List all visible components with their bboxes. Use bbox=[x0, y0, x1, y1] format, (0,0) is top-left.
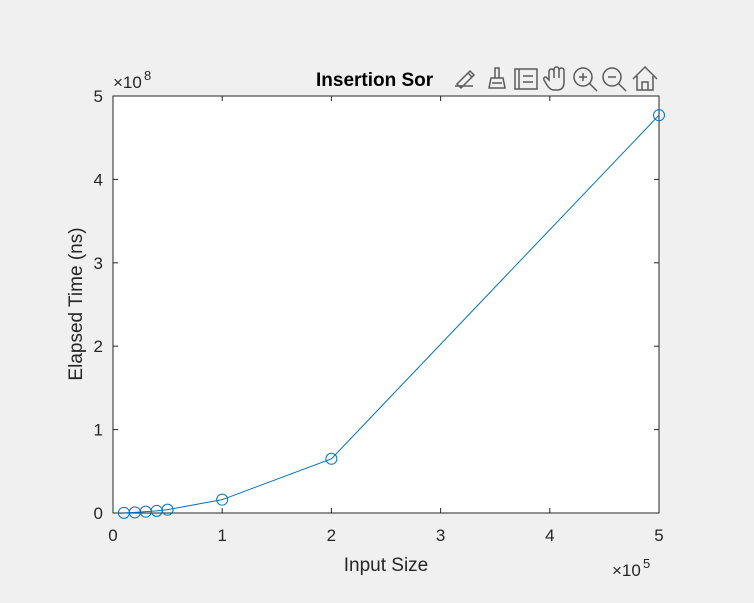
y-tick-label: 2 bbox=[94, 337, 103, 356]
x-tick-label: 5 bbox=[654, 526, 663, 545]
y-axis-label: Elapsed Time (ns) bbox=[66, 227, 87, 380]
y-tick-label: 5 bbox=[94, 87, 103, 106]
legend-icon[interactable] bbox=[512, 64, 540, 92]
x-tick-label: 1 bbox=[217, 526, 226, 545]
axes-background bbox=[113, 96, 659, 513]
y-tick-label: 3 bbox=[94, 254, 103, 273]
pan-icon[interactable] bbox=[542, 64, 570, 92]
y-tick-label: 0 bbox=[94, 504, 103, 523]
tick-labels: 0 1 2 3 4 5 0 1 2 3 4 5 bbox=[94, 87, 664, 545]
y-exponent-label: ×10 8 bbox=[113, 68, 151, 92]
home-icon[interactable] bbox=[631, 64, 659, 92]
axes-box bbox=[112, 95, 660, 514]
axes-toolbar bbox=[451, 64, 659, 92]
x-exponent-power: 5 bbox=[643, 556, 650, 571]
chart-title: Insertion Sor bbox=[316, 70, 434, 91]
data-point-marker bbox=[653, 109, 665, 122]
data-point-marker bbox=[216, 493, 229, 506]
y-exponent-power: 8 bbox=[144, 68, 151, 83]
plot-area bbox=[117, 109, 665, 519]
y-tick-label: 1 bbox=[94, 421, 103, 440]
data-tips-icon[interactable] bbox=[482, 64, 510, 92]
x-tick-label: 0 bbox=[108, 526, 117, 545]
y-exponent-base: ×10 bbox=[113, 73, 142, 92]
zoom-out-icon[interactable] bbox=[601, 64, 629, 92]
y-tick-label: 4 bbox=[94, 170, 103, 189]
x-tick-label: 3 bbox=[436, 526, 445, 545]
x-axis-label: Input Size bbox=[344, 555, 429, 576]
zoom-in-icon[interactable] bbox=[572, 64, 600, 92]
x-exponent-base: ×10 bbox=[612, 561, 641, 580]
data-point-marker bbox=[161, 503, 174, 516]
x-tick-label: 4 bbox=[545, 526, 554, 545]
brush-icon[interactable] bbox=[451, 64, 479, 92]
x-exponent-label: ×10 5 bbox=[612, 556, 650, 580]
data-point-marker bbox=[325, 452, 338, 465]
x-tick-label: 2 bbox=[327, 526, 336, 545]
